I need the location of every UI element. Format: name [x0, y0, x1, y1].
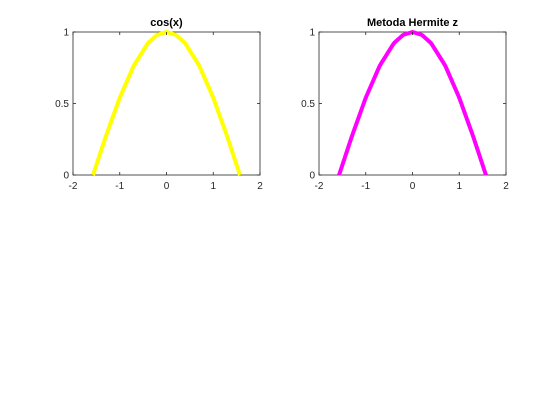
y-axis-ticks: 00.51: [301, 28, 506, 182]
subplot-title: cos(x): [150, 17, 183, 29]
x-tick-label: -1: [115, 181, 124, 192]
x-axis-ticks: -2 -1 0 1 2: [315, 32, 509, 192]
x-tick-label: 0: [164, 181, 170, 192]
y-axis-ticks: 00.51: [55, 28, 260, 182]
x-tick-label: -2: [69, 181, 78, 192]
x-tick-label: 0: [410, 181, 416, 192]
y-tick-label: 1: [63, 28, 69, 39]
y-tick-label: 0.5: [301, 99, 315, 110]
subplot-hermite: -2 -1 0 1 2 00.51 Metoda Hermite z: [301, 17, 509, 192]
y-tick-label: 1: [309, 28, 315, 39]
y-tick-label: 0.5: [55, 99, 69, 110]
x-tick-label: 2: [257, 181, 263, 192]
y-tick-label: 0: [63, 171, 69, 182]
y-tick-label: 0: [309, 171, 315, 182]
x-tick-label: -1: [361, 181, 370, 192]
x-tick-label: 1: [210, 181, 216, 192]
x-tick-label: 2: [503, 181, 509, 192]
x-tick-label: 1: [456, 181, 462, 192]
subplot-title: Metoda Hermite z: [367, 17, 459, 29]
subplot-cos: -2 -1 0 1 2 00.51 cos(x): [55, 17, 263, 192]
x-tick-label: -2: [315, 181, 324, 192]
axes-box: [72, 31, 261, 176]
x-axis-ticks: -2 -1 0 1 2: [69, 32, 263, 192]
